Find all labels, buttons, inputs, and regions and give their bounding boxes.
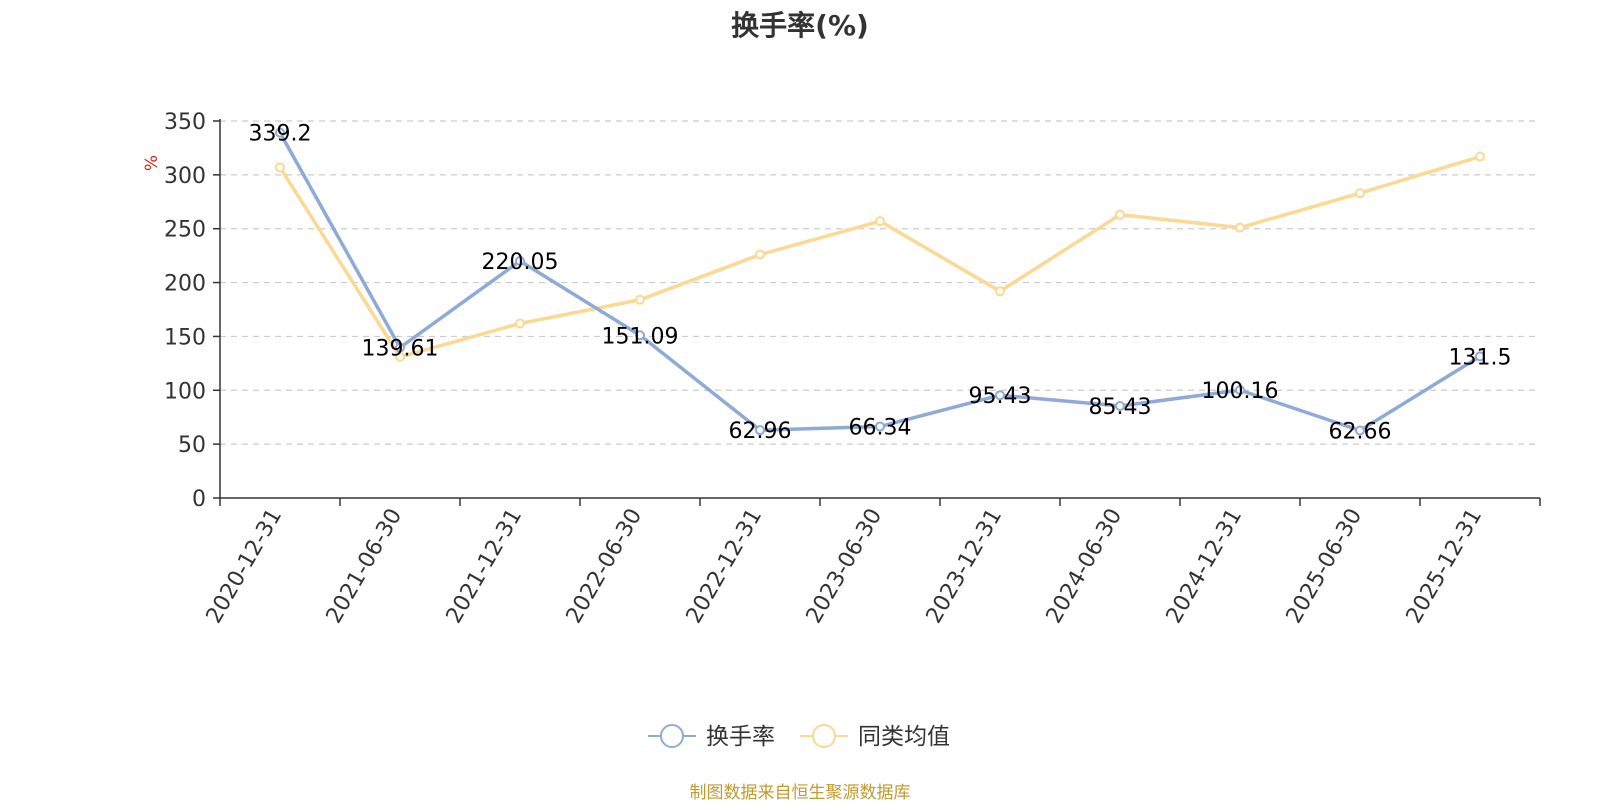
data-point <box>1475 151 1485 162</box>
data-point <box>1115 400 1125 411</box>
data-label: 85.43 <box>1089 395 1152 420</box>
data-point <box>1475 351 1485 362</box>
data-point <box>395 351 405 362</box>
data-point <box>875 216 885 227</box>
legend-marker-icon <box>660 724 684 748</box>
legend-label: 换手率 <box>706 724 775 750</box>
x-tick-label: 2025-06-30 <box>1282 505 1368 628</box>
x-tick-label: 2024-12-31 <box>1162 505 1248 628</box>
axes: 0 50 100 150 200 250 300 350% 2020-12-31 2021-06-… <box>142 110 1541 628</box>
data-label: 100.16 <box>1202 379 1279 404</box>
y-tick-label: 50 <box>178 433 206 458</box>
data-point <box>1115 209 1125 220</box>
data-point <box>515 255 525 266</box>
y-tick-label: 100 <box>164 379 206 404</box>
x-tick-label: 2022-06-30 <box>562 505 648 628</box>
grid-lines <box>220 120 1540 445</box>
x-tick-label: 2021-06-30 <box>322 505 408 628</box>
y-tick-label: 350 <box>164 110 206 135</box>
source-note: 制图数据来自恒生聚源数据库 <box>689 783 911 803</box>
legend-marker-icon <box>812 724 836 748</box>
x-tick-label: 2020-12-31 <box>202 505 288 628</box>
y-tick-label: 0 <box>192 487 206 512</box>
x-tick-label: 2023-06-30 <box>802 505 888 628</box>
legend: 换手率 同类均值 <box>648 724 950 750</box>
series-line <box>278 154 1481 359</box>
data-label: 139.61 <box>362 337 439 362</box>
chart-title: 换手率(%) <box>731 9 869 42</box>
data-point <box>1355 425 1365 436</box>
data-point <box>875 421 885 432</box>
data-point <box>995 390 1005 401</box>
x-tick-label: 2021-12-31 <box>442 505 528 628</box>
data-point <box>275 162 285 173</box>
data-label: 66.34 <box>849 416 912 441</box>
data-point <box>635 330 645 341</box>
x-tick-label: 2024-06-30 <box>1042 505 1128 628</box>
data-label: 131.5 <box>1449 345 1512 370</box>
x-tick-label: 2023-12-31 <box>922 505 1008 628</box>
y-tick-label: 250 <box>164 218 206 243</box>
data-point <box>755 425 765 436</box>
y-tick-label: 200 <box>164 272 206 297</box>
data-label: 220.05 <box>482 250 559 275</box>
data-label: 151.09 <box>602 324 679 349</box>
data-point <box>275 127 285 138</box>
data-label: 339.2 <box>249 122 312 147</box>
series-line <box>278 131 1481 433</box>
data-point <box>635 294 645 305</box>
data-label: 95.43 <box>969 384 1032 409</box>
data-point <box>515 318 525 329</box>
data-point <box>995 286 1005 297</box>
data-point <box>755 249 765 260</box>
y-tick-label: 300 <box>164 164 206 189</box>
y-tick-label: 150 <box>164 325 206 350</box>
data-point <box>1235 385 1245 396</box>
data-point <box>395 342 405 353</box>
data-point <box>1355 188 1365 199</box>
x-tick-label: 2022-12-31 <box>682 505 768 628</box>
legend-label: 同类均值 <box>858 724 950 750</box>
data-label: 62.66 <box>1329 420 1392 445</box>
data-label: 62.96 <box>729 419 792 444</box>
series <box>275 127 1485 436</box>
x-tick-label: 2025-12-31 <box>1402 505 1488 628</box>
y-axis-label: % <box>142 155 162 171</box>
data-point <box>1235 222 1245 233</box>
data-labels: 339.2 139.61 220.05 151.09 62.96 66.34 95.43 85… <box>249 122 1512 445</box>
